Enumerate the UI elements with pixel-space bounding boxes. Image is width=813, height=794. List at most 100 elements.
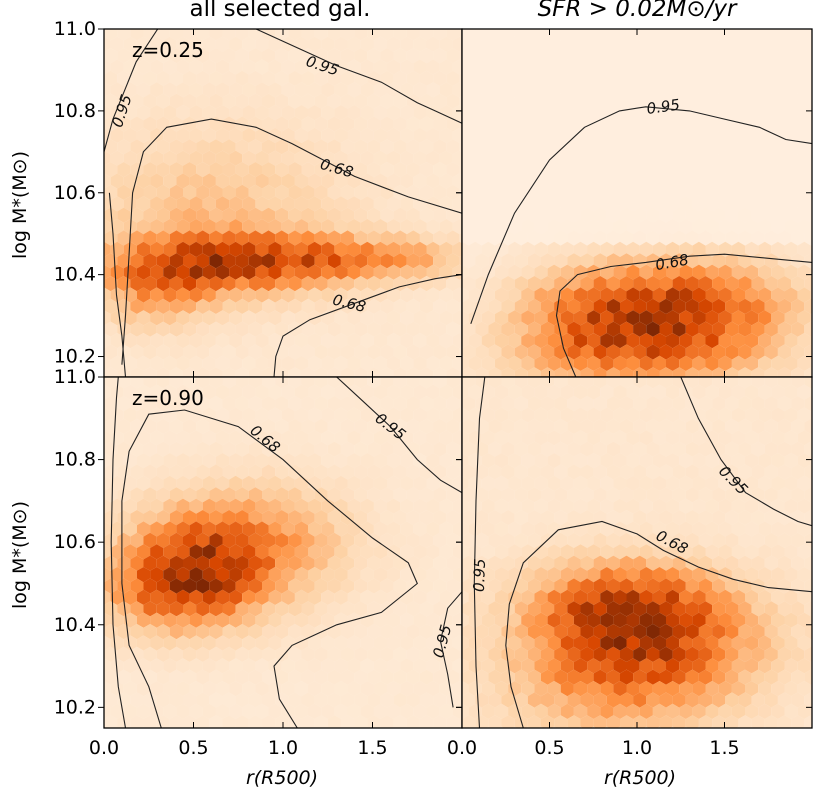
hexbin-cell: [235, 669, 249, 685]
hexbin-cell: [521, 14, 534, 29]
hexbin-cell: [327, 344, 341, 360]
hexbin-cell: [314, 93, 328, 109]
hexbin-cell: [666, 567, 680, 583]
hexbin-cell: [288, 377, 302, 389]
hexbin-cell: [600, 703, 614, 719]
hexbin-cell: [347, 287, 361, 303]
hexbin-cell: [143, 230, 157, 246]
hexbin-cell: [797, 612, 811, 628]
hexbin-cell: [758, 14, 771, 29]
hexbin-cell: [150, 681, 164, 697]
hexbin-cell: [334, 310, 348, 326]
hexbin-cell: [374, 14, 387, 29]
hexbin-cell: [527, 377, 541, 389]
hexbin-cell: [242, 82, 256, 98]
hexbin-cell: [150, 475, 164, 491]
x-tick-label: 0.5: [534, 737, 564, 759]
hexbin-cell: [777, 555, 792, 571]
hexbin-cell: [797, 150, 811, 166]
hexbin-cell: [281, 310, 295, 326]
hexbin-cell: [652, 430, 666, 446]
hexbin-cell: [419, 29, 434, 41]
hexbin-cell: [508, 105, 522, 121]
hexbin-cell: [685, 510, 699, 526]
hexbin-cell: [334, 264, 348, 280]
hexbin-cell: [541, 48, 555, 64]
hexbin-cell: [189, 430, 203, 446]
hexbin-cell: [400, 173, 414, 189]
hexbin-cell: [334, 173, 348, 189]
hexbin-cell: [123, 196, 137, 212]
hexbin-cell: [235, 230, 249, 246]
hexbin-cell: [560, 453, 574, 469]
hexbin-cell: [679, 589, 693, 605]
hexbin-cell: [446, 367, 460, 377]
hexbin-cell: [692, 612, 706, 628]
hexbin-cell: [255, 105, 269, 121]
hexbin-cell: [613, 430, 627, 446]
hexbin-cell: [104, 601, 118, 617]
hexbin-cell: [698, 624, 713, 640]
hexbin-cell: [301, 441, 315, 457]
hexbin-cell: [446, 510, 460, 526]
hexbin-cell: [508, 36, 522, 52]
hexbin-cell: [354, 276, 368, 292]
hexbin-cell: [468, 36, 482, 52]
hexbin-cell: [130, 532, 144, 548]
hexbin-cell: [183, 464, 197, 480]
hexbin-cell: [494, 150, 509, 166]
hexbin-cell: [202, 82, 216, 98]
hexbin-cell: [777, 29, 792, 41]
hexbin-cell: [452, 127, 462, 143]
hexbin-cell: [475, 646, 489, 662]
hexbin-cell: [419, 624, 434, 640]
hexbin-cell: [400, 658, 414, 674]
hexbin-cell: [439, 498, 453, 514]
hexbin-cell: [580, 377, 594, 389]
hexbin-cell: [340, 692, 355, 708]
hexbin-cell: [514, 48, 528, 64]
hexbin-cell: [354, 139, 368, 155]
hexbin-cell: [626, 264, 640, 280]
hexbin-cell: [136, 355, 151, 371]
hexbin-cell: [764, 139, 778, 155]
hexbin-cell: [527, 396, 541, 412]
hexbin-cell: [738, 396, 752, 412]
hexbin-cell: [751, 396, 765, 412]
hexbin-cell: [685, 276, 699, 292]
hexbin-cell: [360, 82, 374, 98]
hexbin-cell: [501, 396, 515, 412]
contour-line-0.68: [121, 118, 462, 365]
hexbin-cell: [321, 241, 335, 257]
hexbin-cell: [488, 464, 502, 480]
hexbin-cell: [222, 646, 236, 662]
hexbin-cell: [712, 510, 726, 526]
hexbin-cell: [646, 93, 660, 109]
hexbin-cell: [262, 715, 276, 728]
hexbin-cell: [672, 715, 686, 728]
hexbin-cell: [340, 418, 355, 434]
hexbin-cell: [606, 184, 620, 200]
hexbin-cell: [452, 612, 462, 628]
hexbin-cell: [202, 475, 216, 491]
hexbin-cell: [613, 264, 627, 280]
hexbin-cell: [797, 310, 811, 326]
hexbin-cell: [308, 219, 322, 235]
hexbin-cell: [696, 726, 702, 728]
hexbin-cell: [400, 589, 414, 605]
hexbin-cell: [202, 589, 216, 605]
hexbin-cell: [393, 253, 407, 269]
hexbin-cell: [130, 555, 144, 571]
hexbin-cell: [143, 601, 157, 617]
hexbin-cell: [547, 150, 561, 166]
hexbin-cell: [573, 333, 588, 349]
hexbin-cell: [169, 367, 183, 377]
hexbin-cell: [406, 532, 420, 548]
hexbin-cell: [360, 355, 374, 371]
hexbin-cell: [321, 430, 335, 446]
hexbin-cell: [567, 29, 581, 41]
hexbin-cell: [143, 253, 157, 269]
hexbin-cell: [288, 601, 302, 617]
hexbin-cell: [268, 544, 282, 560]
hexbin-cell: [446, 184, 460, 200]
